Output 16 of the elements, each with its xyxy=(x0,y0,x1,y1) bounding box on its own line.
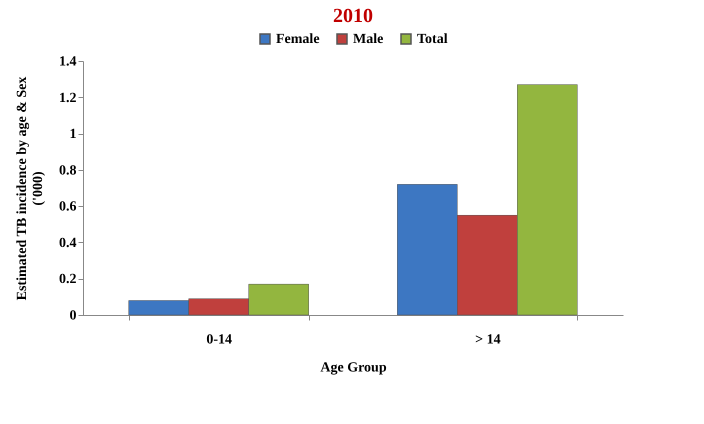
legend-label: Total xyxy=(417,32,448,47)
y-axis-title: Estimated TB incidence by age & Sex ('000) xyxy=(15,76,46,300)
legend-label: Female xyxy=(276,32,320,47)
x-tick-label: 0-14 xyxy=(206,332,232,348)
y-tick-label: 0.6 xyxy=(59,200,76,215)
legend-label: Male xyxy=(353,32,384,47)
y-tick-label: 1.2 xyxy=(59,90,76,106)
y-tick-label: 0.4 xyxy=(59,236,76,251)
y-tick-label: 0.8 xyxy=(59,163,76,178)
y-tick-label: 0.2 xyxy=(59,272,76,288)
x-tick-label: > 14 xyxy=(475,332,501,348)
chart-title: 2010 xyxy=(333,5,373,27)
y-tick-label: 1.4 xyxy=(59,54,76,70)
y-tick-label: 1 xyxy=(70,127,76,142)
y-tick-label: 0 xyxy=(70,308,76,324)
x-axis-title: Age Group xyxy=(320,360,387,376)
